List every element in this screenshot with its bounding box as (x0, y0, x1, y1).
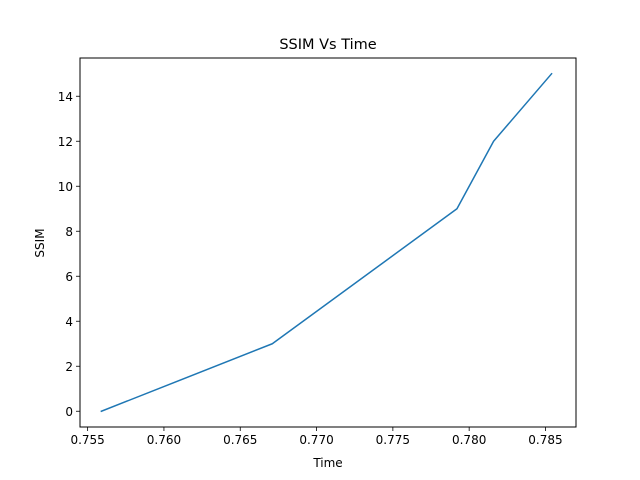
chart-title: SSIM Vs Time (279, 37, 376, 53)
y-tick-label: 4 (65, 315, 73, 329)
y-tick-label: 2 (65, 360, 73, 374)
y-axis-title: SSIM (33, 228, 47, 257)
series-line (100, 72, 553, 413)
x-tick-label: 0.760 (147, 433, 181, 447)
x-tick-label: 0.775 (376, 433, 410, 447)
y-tick-label: 8 (65, 225, 73, 239)
y-tick-label: 6 (65, 270, 73, 284)
x-axis-title: Time (312, 456, 342, 470)
y-tick-label: 14 (58, 90, 73, 104)
x-tick-label: 0.780 (452, 433, 486, 447)
y-tick-label: 12 (58, 135, 73, 149)
x-tick-label: 0.765 (223, 433, 257, 447)
x-tick-label: 0.785 (528, 433, 562, 447)
x-tick-label: 0.755 (70, 433, 104, 447)
plot-frame (79, 57, 577, 428)
x-tick-label: 0.770 (299, 433, 333, 447)
y-tick-label: 0 (65, 405, 73, 419)
y-tick-label: 10 (58, 180, 73, 194)
